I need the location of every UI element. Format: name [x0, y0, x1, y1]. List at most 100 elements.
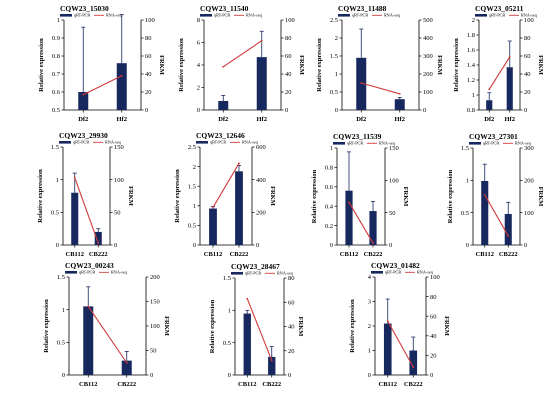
x-tick-label: Df2: [484, 116, 494, 123]
y2-tick-label: 80: [524, 35, 531, 42]
y2-axis-label: FRKM: [298, 55, 305, 75]
y2-tick-label: 20: [145, 89, 152, 96]
y-tick-label: 1.5: [223, 275, 231, 282]
panel-title: CQW23_12646: [196, 131, 245, 140]
x-tick-label: CB222: [499, 251, 518, 258]
y-tick-label: 0.9: [52, 35, 60, 42]
y-tick-label: 1: [62, 307, 65, 314]
y-tick-label: 0.5: [461, 210, 469, 217]
legend: qRT-PCR RNA-seq: [196, 139, 259, 144]
x-tick-label: CB222: [404, 381, 423, 388]
y-tick-label: 1.8: [467, 32, 475, 39]
y-tick-label: 0.5: [188, 223, 196, 230]
y-axis-label: Relative expression: [349, 299, 356, 353]
y2-tick-label: 60: [145, 53, 152, 60]
y-tick-label: 2: [368, 323, 371, 330]
legend-bar-label: qRT-PCR: [210, 139, 226, 144]
rna-seq-point: [386, 320, 389, 322]
rna-seq-line: [246, 298, 273, 361]
y-tick-label: 0.6: [325, 184, 334, 191]
y-tick-label: 1.5: [330, 53, 338, 60]
y2-tick-label: 200: [150, 274, 160, 281]
y-tick-label: 0.7: [52, 71, 61, 78]
y2-tick-label: 40: [430, 333, 437, 340]
y-tick-label: 0: [197, 107, 200, 114]
rna-seq-point: [488, 88, 491, 91]
bar: [71, 192, 79, 245]
rna-seq-line: [222, 40, 263, 68]
y-tick-label: 2.5: [188, 144, 196, 151]
y-tick-label: 2: [193, 164, 196, 171]
y2-tick-label: 150: [114, 144, 124, 151]
y-tick-label: 0: [368, 372, 371, 379]
legend-line-label: RNA-seq: [521, 12, 538, 17]
rna-seq-point: [246, 297, 249, 300]
y-tick-label: 1: [193, 203, 196, 210]
y-axis-label: Relative expression: [209, 299, 216, 353]
rna-seq-point: [73, 176, 76, 179]
rna-seq-point: [348, 201, 350, 204]
rna-seq-line: [83, 75, 122, 96]
panel-title: CQW23_28467: [231, 262, 280, 271]
bar: [116, 63, 127, 110]
rna-seq-line: [212, 163, 240, 208]
x-tick-label: CB222: [89, 251, 108, 258]
y2-tick-label: 50: [150, 348, 157, 355]
y-tick-label: 1: [57, 17, 60, 24]
y2-tick-label: 40: [285, 71, 292, 78]
y2-tick-label: 0: [430, 372, 433, 379]
legend: qRT-PCR RNA-seq: [371, 269, 434, 274]
y-axis-label: Relative expression: [43, 299, 50, 353]
y2-tick-label: 200: [423, 71, 433, 78]
y2-tick-label: 0: [389, 242, 392, 249]
rna-seq-line: [348, 202, 374, 244]
legend-bar-swatch: [60, 14, 72, 17]
x-tick-label: Df2: [78, 116, 88, 123]
y2-axis-label: FRKM: [537, 187, 544, 207]
y-axis-label: Relative expression: [37, 169, 44, 223]
y-tick-label: 0: [330, 242, 333, 249]
bar: [78, 92, 89, 110]
rna-seq-point: [260, 39, 263, 42]
bar: [83, 306, 94, 375]
legend-line-label: RNA-seq: [111, 269, 128, 274]
legend-bar-swatch: [231, 272, 243, 275]
y-axis-label: Relative expression: [178, 38, 185, 92]
bar: [481, 180, 489, 245]
y2-axis-label: FRKM: [269, 186, 276, 206]
rna-seq-point: [238, 162, 240, 165]
rna-seq-point: [222, 65, 225, 68]
y2-tick-label: 60: [285, 53, 292, 60]
y-tick-label: 0: [56, 242, 59, 249]
legend-line-label: RNA-seq: [242, 139, 259, 144]
x-tick-label: Df2: [356, 116, 366, 123]
y-tick-label: 1.5: [461, 145, 469, 152]
y-tick-label: 0.5: [223, 340, 231, 347]
y-tick-label: 2: [472, 17, 475, 24]
y2-tick-label: 100: [524, 210, 534, 217]
y-tick-label: 0.4: [325, 203, 334, 210]
y-tick-label: 0: [466, 242, 469, 249]
rna-seq-point: [412, 366, 415, 369]
y2-tick-label: 150: [389, 145, 399, 152]
x-tick-label: Hf2: [505, 116, 515, 123]
legend-bar-label: qRT-PCR: [352, 12, 368, 17]
rna-seq-line: [387, 320, 414, 368]
rna-seq-line: [488, 56, 511, 90]
rna-seq-point: [212, 206, 214, 209]
y2-tick-label: 150: [150, 299, 160, 306]
rna-seq-point: [97, 242, 100, 244]
y2-tick-label: 100: [389, 178, 399, 185]
y2-tick-label: 80: [285, 35, 292, 42]
y2-tick-label: 300: [524, 145, 534, 152]
legend-bar-label: qRT-PCR: [385, 269, 401, 274]
y-tick-label: 1: [330, 145, 333, 152]
legend-bar-label: qRT-PCR: [489, 12, 505, 17]
legend-bar-label: qRT-PCR: [79, 269, 95, 274]
legend-line-label: RNA-seq: [379, 140, 396, 145]
bar: [394, 99, 405, 110]
